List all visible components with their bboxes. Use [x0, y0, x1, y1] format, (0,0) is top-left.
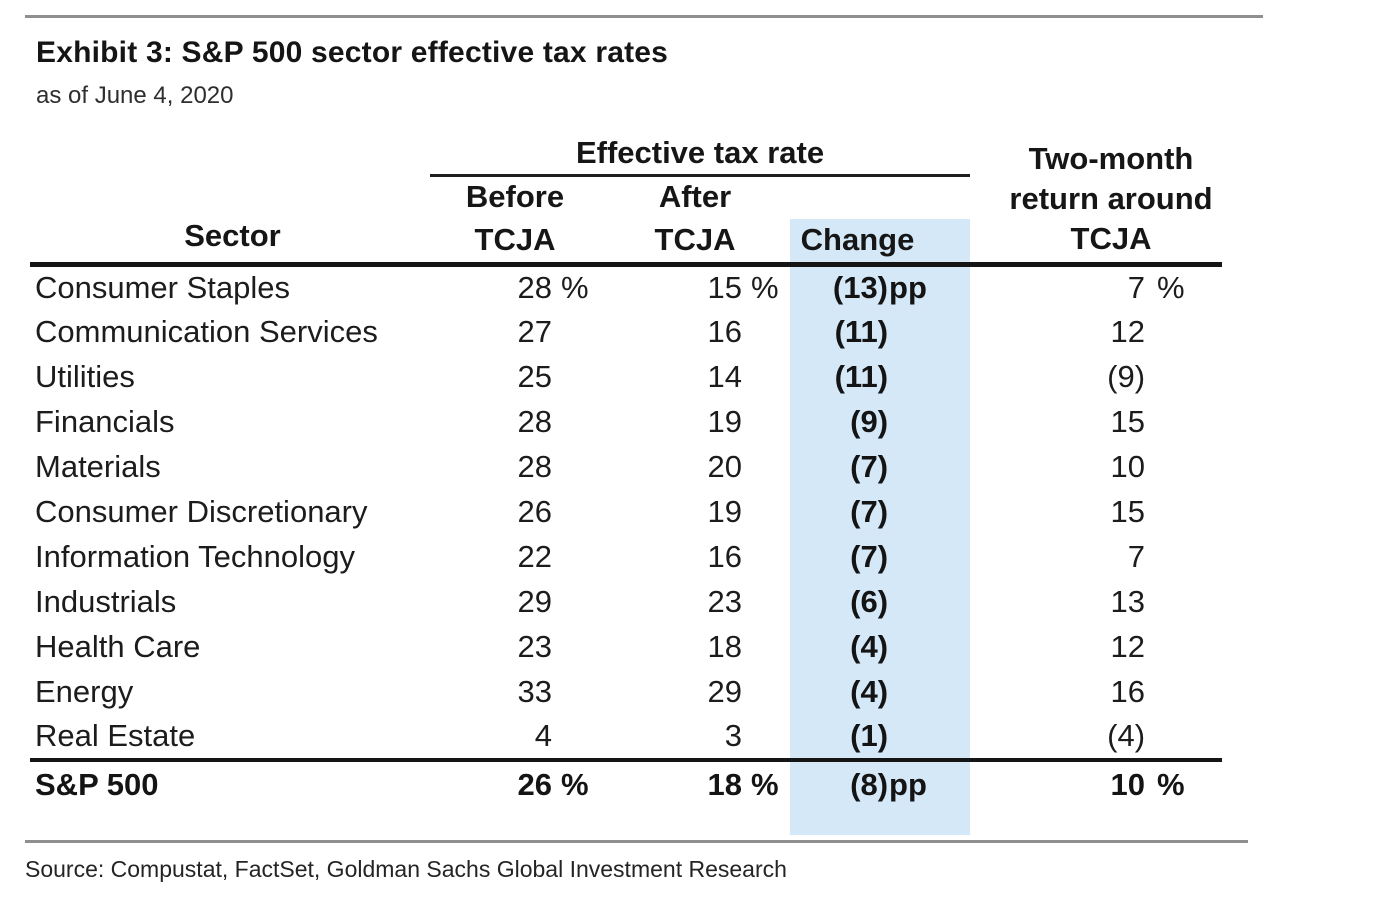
- two-month-return-cell: 12: [1110, 314, 1146, 349]
- sector-cell: Real Estate: [35, 718, 196, 753]
- column-header-two-month-return: Two-month return around TCJA: [970, 131, 1222, 265]
- table-header: Effective tax rate Two-month return arou…: [30, 131, 1222, 265]
- two-month-return-cell: 13: [1110, 584, 1146, 619]
- after-tcja-cell: 23: [707, 584, 742, 619]
- change-cell: (6): [850, 584, 889, 619]
- after-tcja-cell: 19: [707, 494, 742, 529]
- after-tcja-cell: 16: [707, 539, 742, 574]
- change-cell: (4): [850, 629, 889, 664]
- before-tcja-cell: 26: [517, 494, 552, 529]
- sector-cell: S&P 500: [30, 757, 430, 808]
- change-cell: (13)pp: [790, 262, 971, 310]
- two-month-header-line1: Two-month: [1028, 141, 1194, 176]
- column-header-change: Change: [800, 222, 915, 257]
- before-tcja-cell: 28%: [430, 262, 600, 310]
- sector-cell: Financials: [35, 404, 175, 439]
- two-month-return-cell: 7%: [970, 262, 1223, 310]
- before-tcja-cell: 27: [517, 314, 552, 349]
- change-column-highlight: [790, 219, 970, 835]
- before-tcja-cell: 28: [517, 404, 552, 439]
- bottom-divider-rule: [25, 840, 1248, 843]
- two-month-header-line2: return around: [1009, 181, 1213, 216]
- exhibit-subtitle: as of June 4, 2020: [36, 82, 234, 109]
- column-header-before: Before: [465, 179, 565, 215]
- group-header-effective-tax-rate: Effective tax rate: [430, 131, 971, 177]
- after-tcja-cell: 20: [707, 449, 742, 484]
- table-row: Industrials 29 23 (6) 13: [30, 580, 1222, 625]
- sector-cell: Consumer Staples: [30, 262, 430, 310]
- before-tcja-cell: 28: [517, 449, 552, 484]
- sector-cell: Energy: [35, 674, 134, 709]
- sector-cell: Utilities: [35, 359, 135, 394]
- before-tcja-cell: 33: [517, 674, 552, 709]
- two-month-return-cell: 7: [1127, 539, 1146, 574]
- before-tcja-cell: 22: [517, 539, 552, 574]
- change-cell: (11): [834, 314, 889, 349]
- before-tcja-cell: 29: [517, 584, 552, 619]
- table-row: Information Technology 22 16 (7) 7: [30, 535, 1222, 580]
- header-spacer: [30, 175, 430, 218]
- table-row: Utilities 25 14 (11) (9): [30, 355, 1222, 400]
- after-tcja-cell: 16: [707, 314, 742, 349]
- table-row: Consumer Discretionary 26 19 (7) 15: [30, 490, 1222, 535]
- column-header-after-tcja: TCJA: [654, 222, 736, 257]
- table-body: Consumer Staples 28% 15% (13)pp 7% Commu…: [30, 262, 1223, 808]
- after-tcja-cell: 29: [707, 674, 742, 709]
- two-month-return-cell: 10%: [970, 757, 1223, 808]
- table-row: Energy 33 29 (4) 16: [30, 670, 1222, 715]
- header-spacer: [790, 175, 970, 218]
- source-note: Source: Compustat, FactSet, Goldman Sach…: [25, 856, 787, 882]
- column-header-after: After: [658, 179, 732, 215]
- sector-cell: Consumer Discretionary: [35, 494, 368, 529]
- before-tcja-cell: 4: [534, 718, 552, 753]
- exhibit-title: Exhibit 3: S&P 500 sector effective tax …: [36, 36, 669, 69]
- before-tcja-cell: 25: [517, 359, 552, 394]
- after-tcja-cell: 18%: [600, 757, 790, 808]
- sector-cell: Information Technology: [35, 539, 355, 574]
- after-tcja-cell: 3: [724, 718, 742, 753]
- sector-cell: Materials: [35, 449, 161, 484]
- table-row: Real Estate 4 3 (1) (4): [30, 715, 1222, 760]
- table-row: Communication Services 27 16 (11) 12: [30, 310, 1222, 355]
- after-tcja-cell: 19: [707, 404, 742, 439]
- change-cell: (9): [850, 404, 889, 439]
- two-month-return-cell: 16: [1110, 674, 1146, 709]
- sector-cell: Health Care: [35, 629, 201, 664]
- after-tcja-cell: 14: [707, 359, 742, 394]
- column-header-before-tcja: TCJA: [474, 222, 556, 257]
- change-cell: (7): [850, 494, 889, 529]
- two-month-return-cell: (4): [1107, 718, 1146, 753]
- two-month-return-cell: 10: [1110, 449, 1146, 484]
- header-spacer: [30, 131, 430, 175]
- change-cell: (8)pp: [790, 757, 971, 808]
- two-month-return-cell: 12: [1110, 629, 1146, 664]
- top-divider-rule: [25, 15, 1263, 18]
- change-cell: (1): [850, 718, 889, 753]
- change-cell: (7): [850, 539, 889, 574]
- before-tcja-cell: 26%: [430, 757, 600, 808]
- change-cell: (4): [850, 674, 889, 709]
- two-month-return-cell: 15: [1110, 404, 1146, 439]
- change-cell: (11): [834, 359, 889, 394]
- sector-tax-rate-table: Effective tax rate Two-month return arou…: [30, 131, 1223, 808]
- two-month-header-line3: TCJA: [1070, 221, 1152, 256]
- sector-cell: Communication Services: [35, 314, 378, 349]
- two-month-return-cell: 15: [1110, 494, 1146, 529]
- two-month-return-cell: (9): [1107, 359, 1146, 394]
- table-row: Financials 28 19 (9) 15: [30, 400, 1222, 445]
- after-tcja-cell: 18: [707, 629, 742, 664]
- sector-cell: Industrials: [35, 584, 177, 619]
- table-row: Consumer Staples 28% 15% (13)pp 7%: [30, 262, 1223, 310]
- column-header-sector: Sector: [184, 218, 281, 253]
- after-tcja-cell: 15%: [600, 262, 790, 310]
- table-row: Materials 28 20 (7) 10: [30, 445, 1222, 490]
- change-cell: (7): [850, 449, 889, 484]
- table-row: Health Care 23 18 (4) 12: [30, 625, 1222, 670]
- before-tcja-cell: 23: [517, 629, 552, 664]
- table-total-row: S&P 500 26% 18% (8)pp 10%: [30, 757, 1223, 808]
